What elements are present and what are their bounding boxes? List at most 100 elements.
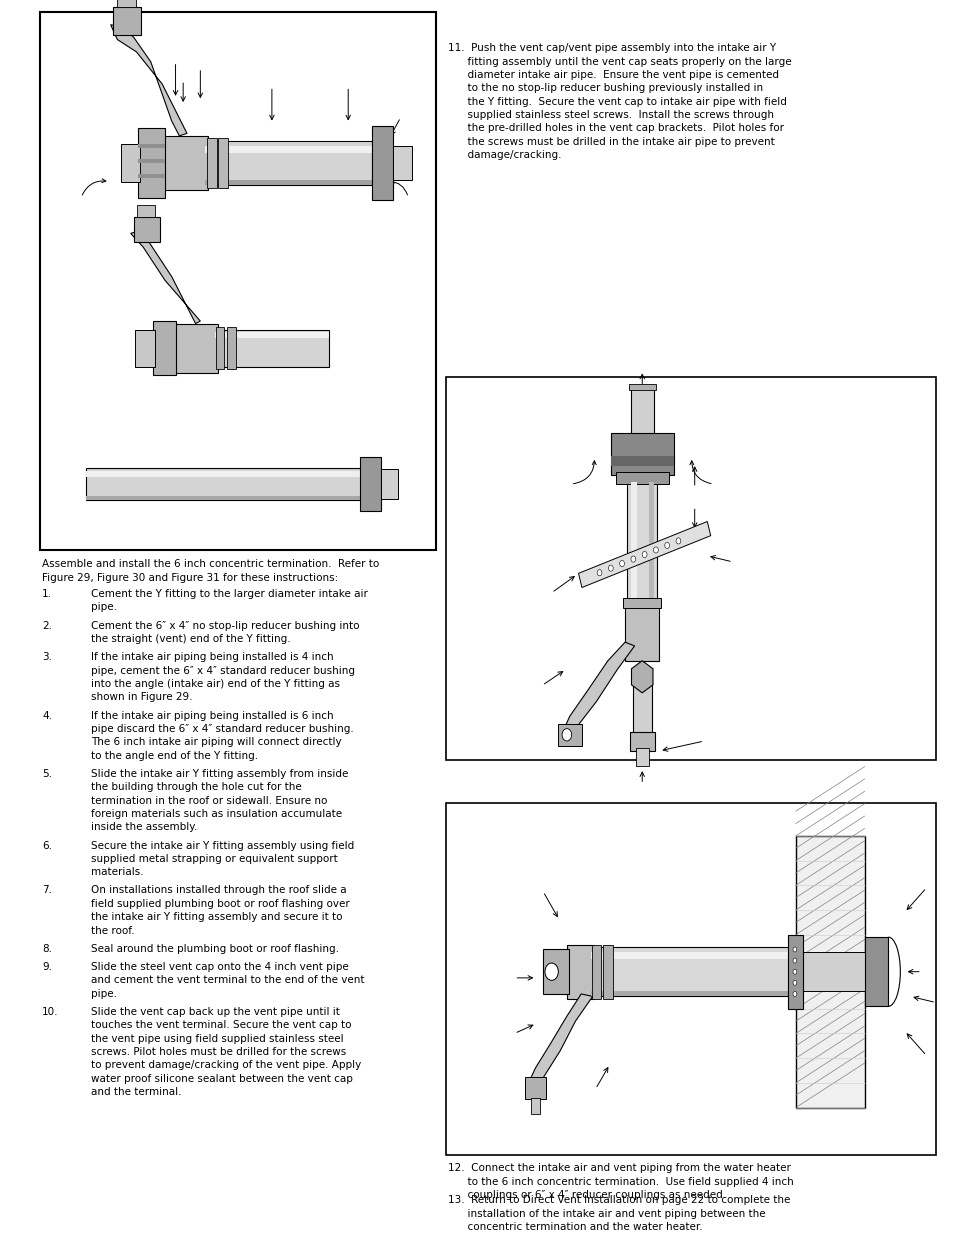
Bar <box>590 992 795 997</box>
Text: the building through the hole cut for the: the building through the hole cut for th… <box>91 782 301 792</box>
Text: touches the vent terminal. Secure the vent cap to: touches the vent terminal. Secure the ve… <box>91 1020 351 1030</box>
Text: Slide the intake air Y fitting assembly from inside: Slide the intake air Y fitting assembly … <box>91 769 348 779</box>
Text: inside the assembly.: inside the assembly. <box>91 823 196 832</box>
Circle shape <box>619 561 624 567</box>
Bar <box>138 174 165 178</box>
Text: supplied metal strapping or equivalent support: supplied metal strapping or equivalent s… <box>91 853 337 863</box>
Text: materials.: materials. <box>91 867 143 877</box>
Bar <box>121 144 140 182</box>
Bar <box>630 388 653 435</box>
Text: and the terminal.: and the terminal. <box>91 1087 181 1097</box>
Polygon shape <box>631 661 652 693</box>
Bar <box>214 330 329 367</box>
Bar <box>558 724 581 746</box>
Bar <box>629 732 654 751</box>
Text: concentric termination and the water heater.: concentric termination and the water hea… <box>448 1223 702 1233</box>
Polygon shape <box>529 994 592 1081</box>
Bar <box>590 952 795 960</box>
Bar <box>635 748 648 766</box>
Bar <box>117 0 136 7</box>
Text: 6.: 6. <box>42 841 51 851</box>
Polygon shape <box>111 25 187 136</box>
Bar <box>648 482 653 605</box>
Text: shown in Figure 29.: shown in Figure 29. <box>91 693 192 703</box>
Bar <box>40 12 436 550</box>
Polygon shape <box>131 231 200 324</box>
Text: 9.: 9. <box>42 962 51 972</box>
Circle shape <box>641 551 646 558</box>
Text: the vent pipe using field supplied stainless steel: the vent pipe using field supplied stain… <box>91 1034 343 1044</box>
Text: the roof.: the roof. <box>91 925 134 935</box>
Text: Seal around the plumbing boot or roof flashing.: Seal around the plumbing boot or roof fl… <box>91 944 338 953</box>
Text: 8.: 8. <box>42 944 51 953</box>
Bar <box>591 945 600 999</box>
Text: damage/cracking.: damage/cracking. <box>448 149 561 159</box>
Text: Secure the intake air Y fitting assembly using field: Secure the intake air Y fitting assembly… <box>91 841 354 851</box>
Bar <box>372 126 393 200</box>
Bar <box>112 7 141 35</box>
Text: screws. Pilot holes must be drilled for the screws: screws. Pilot holes must be drilled for … <box>91 1047 346 1057</box>
Text: field supplied plumbing boot or roof flashing over: field supplied plumbing boot or roof fla… <box>91 899 349 909</box>
Circle shape <box>544 963 558 981</box>
Circle shape <box>597 569 601 576</box>
Bar <box>152 321 176 375</box>
Text: 5.: 5. <box>42 769 51 779</box>
Text: If the intake air piping being installed is 4 inch: If the intake air piping being installed… <box>91 652 333 662</box>
Text: the intake air Y fitting assembly and secure it to: the intake air Y fitting assembly and se… <box>91 913 342 923</box>
Circle shape <box>630 556 635 562</box>
Text: to the no stop-lip reducer bushing previously installed in: to the no stop-lip reducer bushing previ… <box>448 83 762 93</box>
Circle shape <box>792 981 796 986</box>
Bar <box>138 159 165 163</box>
Text: and cement the vent terminal to the end of the vent: and cement the vent terminal to the end … <box>91 976 364 986</box>
Bar <box>524 1077 545 1099</box>
Bar <box>615 472 668 484</box>
Text: supplied stainless steel screws.  Install the screws through: supplied stainless steel screws. Install… <box>448 110 774 120</box>
Text: 2.: 2. <box>42 621 51 631</box>
Bar <box>626 482 657 605</box>
Bar <box>138 144 165 148</box>
Bar <box>566 945 593 999</box>
Bar <box>795 836 863 1108</box>
Bar <box>542 950 568 994</box>
Bar <box>602 945 612 999</box>
Text: to prevent damage/cracking of the vent pipe. Apply: to prevent damage/cracking of the vent p… <box>91 1061 360 1071</box>
Text: the Y fitting.  Secure the vent cap to intake air pipe with field: the Y fitting. Secure the vent cap to in… <box>448 96 786 106</box>
Text: 7.: 7. <box>42 885 51 895</box>
Bar <box>630 482 636 605</box>
Bar <box>215 327 224 369</box>
Circle shape <box>608 566 613 572</box>
Text: 4.: 4. <box>42 710 51 720</box>
Bar <box>138 128 165 198</box>
Bar <box>622 598 660 608</box>
Text: to the angle end of the Y fitting.: to the angle end of the Y fitting. <box>91 751 257 761</box>
Bar <box>380 469 397 499</box>
Text: Cement the Y fitting to the larger diameter intake air: Cement the Y fitting to the larger diame… <box>91 589 367 599</box>
Bar <box>205 180 372 185</box>
Bar <box>359 457 380 511</box>
Bar <box>173 324 217 373</box>
Text: pipe.: pipe. <box>91 603 116 613</box>
Bar <box>393 146 412 180</box>
Circle shape <box>664 542 669 548</box>
Text: The 6 inch intake air piping will connect directly: The 6 inch intake air piping will connec… <box>91 737 341 747</box>
Bar <box>86 471 362 477</box>
Bar <box>205 146 372 153</box>
Text: the screws must be drilled in the intake air pipe to prevent: the screws must be drilled in the intake… <box>448 137 775 147</box>
Bar <box>610 433 673 475</box>
Bar <box>207 138 216 188</box>
Circle shape <box>792 992 796 997</box>
Text: to the 6 inch concentric termination.  Use field supplied 4 inch: to the 6 inch concentric termination. Us… <box>448 1177 793 1187</box>
Text: 12.  Connect the intake air and vent piping from the water heater: 12. Connect the intake air and vent pipi… <box>448 1163 790 1173</box>
Bar <box>135 330 154 367</box>
Text: On installations installed through the roof slide a: On installations installed through the r… <box>91 885 346 895</box>
Text: 11.  Push the vent cap/vent pipe assembly into the intake air Y: 11. Push the vent cap/vent pipe assembly… <box>448 43 776 53</box>
Text: Assemble and install the 6 inch concentric termination.  Refer to: Assemble and install the 6 inch concentr… <box>42 559 379 569</box>
Bar <box>133 217 160 242</box>
Bar <box>795 952 863 992</box>
Text: the straight (vent) end of the Y fitting.: the straight (vent) end of the Y fitting… <box>91 634 290 643</box>
Text: pipe discard the 6″ x 4″ standard reducer bushing.: pipe discard the 6″ x 4″ standard reduce… <box>91 724 353 734</box>
Text: installation of the intake air and vent piping between the: installation of the intake air and vent … <box>448 1209 765 1219</box>
Bar <box>214 332 329 338</box>
Polygon shape <box>578 521 710 588</box>
Text: diameter intake air pipe.  Ensure the vent pipe is cemented: diameter intake air pipe. Ensure the ven… <box>448 70 779 80</box>
